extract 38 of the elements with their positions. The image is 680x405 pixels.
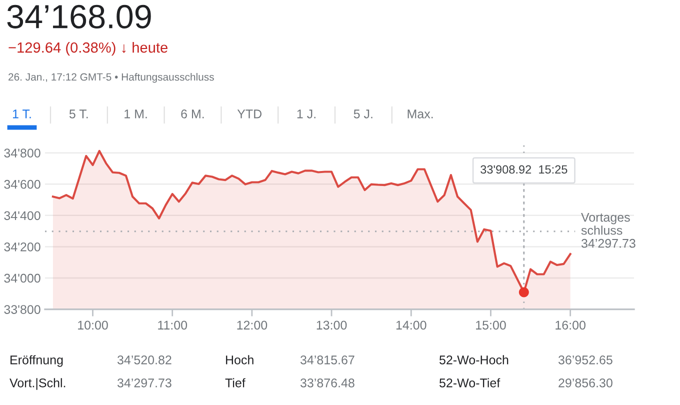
text: Max. [408,110,433,118]
text: 34’297.73 [117,378,172,388]
text: 36’952.65 [558,356,612,364]
y-tick-label: 34'800 [4,148,40,158]
x-tick-label: 10:00 [78,320,108,330]
x-tick-label: 16:00 [556,320,586,330]
y-tick-label: 33'800 [4,305,40,314]
x-tick-label: 14:00 [396,320,426,330]
x-tick-label: 15:00 [476,320,506,330]
y-tick-label: 34'400 [4,211,40,220]
text: 5 J. [354,110,372,118]
text: 29’856.30 [558,378,612,388]
annotation: 33'908.92 15:25 [480,165,568,174]
x-tick-label: 11:00 [158,320,188,330]
ref-line-label: Vortages schluss 34’297.73 [581,213,636,248]
text: 52-Wo-Hoch [440,355,508,364]
x-tick-label: 13:00 [316,320,347,330]
text: 26. Jan., 17:12 GMT-5 • Haftungsausschluss [8,73,214,83]
text: Hoch [226,355,254,364]
text: 5 T. [69,110,88,118]
text: Vort.|Schl. [10,378,66,390]
text: 52-Wo-Tief [440,378,500,388]
text: Tief [225,378,246,388]
chart-subtitle: −129.64 (0.38%) ↓ heute [8,42,168,56]
text: 1 T. [12,110,31,118]
text: 6 M. [181,110,204,118]
x-tick-label: 12:00 [237,320,268,330]
text: YTD [237,110,262,118]
text: 34’520.82 [117,356,172,364]
y-tick-label: 34'600 [4,180,40,189]
text: 1 M. [124,110,147,118]
text: 34’815.67 [300,356,354,364]
text: 1 J. [297,110,316,118]
text: Eröffnung [10,355,63,367]
y-tick-label: 34'000 [4,274,40,283]
chart-title: 34’168.09 [7,4,151,28]
y-tick-label: 34'200 [4,242,40,252]
text: 33’876.48 [300,378,354,388]
